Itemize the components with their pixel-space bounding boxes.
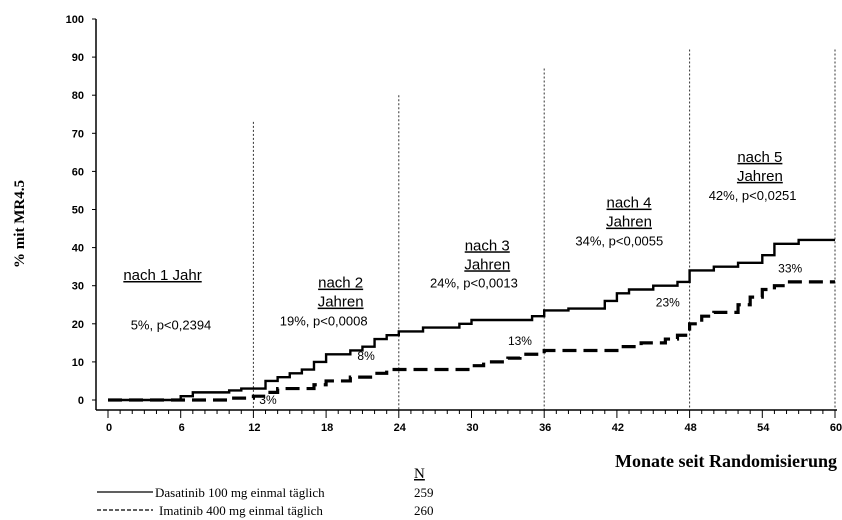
- x-tick-label: 48: [684, 422, 696, 434]
- y-tick-label: 90: [72, 52, 84, 64]
- y-tick-label: 30: [72, 281, 84, 293]
- timepoint-title: Jahren: [318, 294, 364, 311]
- x-tick-label: 30: [466, 422, 478, 434]
- x-tick-label: 24: [394, 422, 407, 434]
- x-tick-label: 0: [106, 422, 112, 434]
- y-tick-label: 60: [72, 166, 84, 178]
- y-tick-label: 100: [66, 14, 84, 26]
- timepoint-stat: 5%, p<0,2394: [131, 318, 212, 333]
- x-tick-label: 6: [179, 422, 185, 434]
- x-tick-label: 36: [539, 422, 551, 434]
- timepoint-stat: 19%, p<0,0008: [280, 314, 368, 329]
- x-tick-label: 42: [612, 422, 624, 434]
- x-tick-label: 12: [248, 422, 260, 434]
- timepoint-title: Jahren: [464, 256, 510, 273]
- timepoint-title: nach 4: [606, 195, 651, 212]
- legend-n-imatinib: 260: [414, 503, 434, 518]
- series-group: [108, 238, 835, 402]
- legend: N Dasatinib 100 mg einmal täglich 259 Im…: [97, 466, 434, 518]
- n-header: N: [414, 466, 425, 482]
- imatinib-pct-label: 13%: [508, 334, 532, 348]
- timepoint-title: nach 2: [318, 275, 363, 292]
- timepoint-lines: [252, 49, 836, 410]
- y-tick-label: 0: [78, 395, 84, 407]
- x-axis-label: Monate seit Randomisierung: [615, 451, 837, 471]
- y-tick-label: 20: [72, 319, 84, 331]
- timepoint-stat: 34%, p<0,0055: [575, 234, 663, 249]
- legend-label-imatinib: Imatinib 400 mg einmal täglich: [159, 503, 323, 518]
- legend-n-dasatinib: 259: [414, 485, 434, 500]
- x-tick-label: 54: [757, 422, 770, 434]
- imatinib-pct-label: 33%: [778, 261, 802, 275]
- timepoint-title: nach 5: [737, 149, 782, 166]
- series-line-dasatinib: [108, 238, 835, 402]
- x-tick-label: 18: [321, 422, 333, 434]
- timepoint-title: Jahren: [737, 168, 783, 185]
- y-tick-label: 50: [72, 205, 84, 217]
- y-axis-label: % mit MR4.5: [12, 180, 28, 268]
- imatinib-pct-label: 3%: [259, 393, 277, 407]
- y-tick-label: 10: [72, 357, 84, 369]
- timepoint-stat: 24%, p<0,0013: [430, 276, 518, 291]
- y-axis-ticks: 0 10 20 30 40 50 60 70 80 90 100: [66, 14, 96, 407]
- legend-label-dasatinib: Dasatinib 100 mg einmal täglich: [155, 485, 325, 500]
- timepoint-title: nach 3: [465, 237, 510, 254]
- series-line-imatinib: [108, 280, 835, 402]
- imatinib-pct-label: 8%: [357, 349, 375, 363]
- x-tick-label: 60: [830, 422, 842, 434]
- x-axis-ticks: 0 6 12 18 24 30 36 42 48 54 60: [106, 410, 842, 434]
- y-tick-label: 70: [72, 128, 84, 140]
- timepoint-title: Jahren: [606, 214, 652, 231]
- annotations: nach 1 Jahr 5%, p<0,2394 3% nach 2 Jahren 19%…: [123, 149, 802, 407]
- axes: [95, 19, 837, 411]
- y-tick-label: 40: [72, 243, 84, 255]
- timepoint-title: nach 1 Jahr: [123, 267, 201, 284]
- timepoint-stat: 42%, p<0,0251: [709, 188, 797, 203]
- imatinib-pct-label: 23%: [656, 296, 680, 310]
- y-tick-label: 80: [72, 90, 84, 102]
